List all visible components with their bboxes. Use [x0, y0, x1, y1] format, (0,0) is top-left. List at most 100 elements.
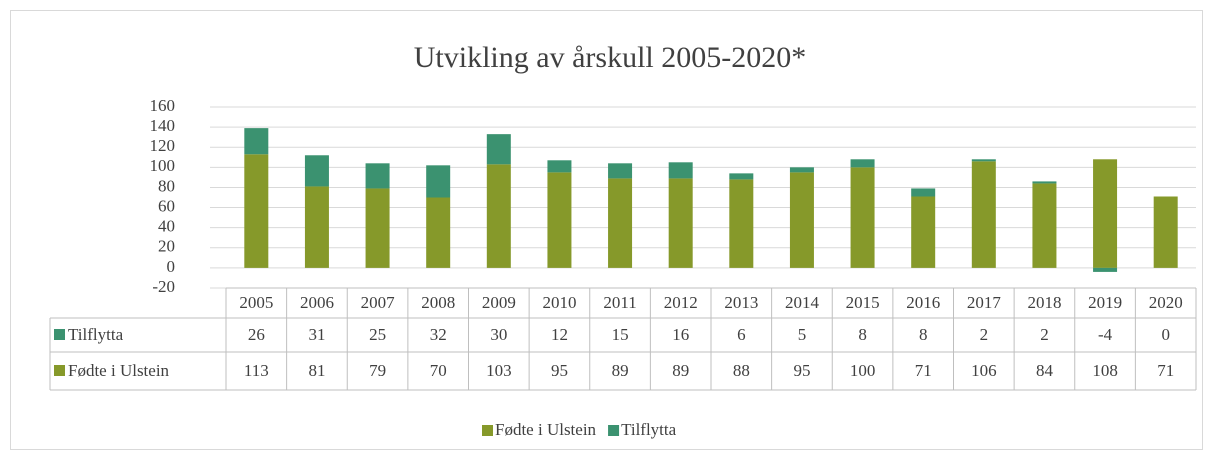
table-value: 70 [430, 361, 447, 380]
table-row-label: Fødte i Ulstein [68, 361, 170, 380]
bar-segment [426, 165, 451, 198]
bar-segment [911, 188, 936, 197]
table-value: 0 [1161, 325, 1170, 344]
x-tick-label: 2019 [1088, 293, 1122, 312]
table-value: 103 [486, 361, 512, 380]
table-value: 26 [248, 325, 265, 344]
table-row-label: Tilflytta [68, 325, 124, 344]
table-value: 89 [672, 361, 689, 380]
table-value: 113 [244, 361, 269, 380]
x-tick-label: 2010 [542, 293, 576, 312]
bar-segment [850, 159, 875, 168]
legend-label: Tilflytta [621, 420, 677, 439]
bar-segment [547, 172, 572, 268]
y-tick-label: 100 [150, 156, 176, 175]
x-tick-label: 2016 [906, 293, 940, 312]
bar-segment [1153, 196, 1178, 268]
table-value: 25 [369, 325, 386, 344]
y-tick-label: 140 [150, 116, 176, 135]
legend-key [608, 425, 620, 436]
bar-segment [244, 128, 269, 155]
x-tick-label: 2018 [1027, 293, 1061, 312]
y-tick-label: 80 [158, 176, 175, 195]
bar-segment [547, 160, 572, 173]
x-tick-label: 2015 [846, 293, 880, 312]
table-value: -4 [1098, 325, 1113, 344]
table-value: 5 [798, 325, 807, 344]
bar-segment [1032, 181, 1057, 184]
y-tick-label: 120 [150, 136, 176, 155]
bar-segment [729, 173, 754, 180]
x-tick-label: 2012 [664, 293, 698, 312]
table-value: 8 [858, 325, 867, 344]
bar-segment [608, 163, 633, 179]
bar-segment [365, 188, 390, 268]
y-tick-label: -20 [152, 277, 175, 296]
bar-segment [668, 178, 693, 268]
bar-segment [1032, 183, 1057, 268]
y-tick-label: 40 [158, 217, 175, 236]
bar-segment [365, 163, 390, 189]
chart-frame [10, 10, 1203, 450]
table-value: 95 [551, 361, 568, 380]
x-tick-label: 2006 [300, 293, 334, 312]
x-tick-label: 2013 [724, 293, 758, 312]
table-value: 30 [490, 325, 507, 344]
table-value: 88 [733, 361, 750, 380]
x-tick-label: 2007 [361, 293, 396, 312]
table-value: 2 [980, 325, 989, 344]
bar-segment [608, 178, 633, 268]
y-tick-label: 160 [150, 96, 176, 115]
table-value: 16 [672, 325, 689, 344]
table-legend-key [54, 329, 65, 340]
x-tick-label: 2014 [785, 293, 820, 312]
bar-segment [729, 179, 754, 268]
table-value: 15 [612, 325, 629, 344]
bar-segment [850, 167, 875, 268]
bar-segment [789, 172, 814, 268]
table-value: 2 [1040, 325, 1049, 344]
table-value: 6 [737, 325, 746, 344]
y-tick-label: 20 [158, 237, 175, 256]
table-value: 71 [915, 361, 932, 380]
legend-label: Fødte i Ulstein [495, 420, 597, 439]
bar-segment [668, 162, 693, 179]
bar-segment [971, 161, 996, 268]
bar-segment [971, 159, 996, 162]
chart-title: Utvikling av årskull 2005-2020* [414, 41, 806, 74]
table-value: 31 [308, 325, 325, 344]
bar-segment [1093, 159, 1118, 268]
x-tick-label: 2009 [482, 293, 516, 312]
x-tick-label: 2011 [603, 293, 636, 312]
bar-segment [486, 134, 511, 165]
y-tick-label: 60 [158, 196, 175, 215]
table-value: 71 [1157, 361, 1174, 380]
table-value: 8 [919, 325, 928, 344]
x-tick-label: 2005 [239, 293, 273, 312]
bar-segment [911, 196, 936, 268]
table-legend-key [54, 365, 65, 376]
x-tick-label: 2008 [421, 293, 455, 312]
table-value: 95 [793, 361, 810, 380]
table-value: 81 [308, 361, 325, 380]
table-value: 32 [430, 325, 447, 344]
bar-segment [426, 197, 451, 268]
table-value: 84 [1036, 361, 1054, 380]
table-value: 12 [551, 325, 568, 344]
table-value: 108 [1092, 361, 1118, 380]
bar-segment [244, 154, 269, 268]
table-value: 79 [369, 361, 386, 380]
bar-segment [789, 167, 814, 173]
x-tick-label: 2017 [967, 293, 1002, 312]
table-value: 100 [850, 361, 876, 380]
table-value: 89 [612, 361, 629, 380]
table-value: 106 [971, 361, 997, 380]
bar-segment [486, 164, 511, 268]
legend-key [482, 425, 493, 436]
bar-segment [304, 186, 329, 268]
y-tick-label: 0 [167, 257, 176, 276]
bar-segment [1093, 267, 1118, 272]
bar-segment [304, 155, 329, 187]
x-tick-label: 2020 [1149, 293, 1183, 312]
